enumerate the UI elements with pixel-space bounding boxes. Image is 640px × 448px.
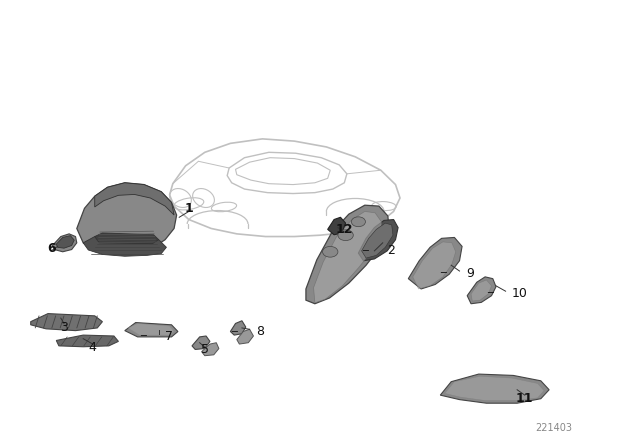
Text: 3: 3 xyxy=(60,320,68,334)
Polygon shape xyxy=(306,205,389,304)
Polygon shape xyxy=(77,183,177,254)
Text: 7: 7 xyxy=(165,329,173,343)
Polygon shape xyxy=(358,220,398,261)
Text: ─: ─ xyxy=(230,327,237,336)
Text: 6: 6 xyxy=(47,242,56,255)
Text: 4: 4 xyxy=(89,340,97,354)
Polygon shape xyxy=(95,233,159,244)
Polygon shape xyxy=(230,321,246,335)
Polygon shape xyxy=(408,237,462,289)
Polygon shape xyxy=(328,217,346,235)
Polygon shape xyxy=(83,237,166,256)
Polygon shape xyxy=(445,376,544,401)
Circle shape xyxy=(323,246,338,257)
Text: 9: 9 xyxy=(466,267,474,280)
Circle shape xyxy=(338,230,353,241)
Polygon shape xyxy=(202,343,219,356)
Text: 12: 12 xyxy=(335,223,353,236)
Text: 2: 2 xyxy=(387,244,395,258)
Polygon shape xyxy=(56,236,74,248)
Text: ─: ─ xyxy=(140,331,146,341)
Text: 8: 8 xyxy=(256,325,264,338)
Polygon shape xyxy=(52,234,77,252)
Text: 5: 5 xyxy=(201,343,209,356)
Polygon shape xyxy=(31,314,102,331)
Polygon shape xyxy=(440,374,549,403)
Text: ─: ─ xyxy=(362,246,368,256)
Polygon shape xyxy=(125,323,178,337)
Circle shape xyxy=(351,217,365,227)
Polygon shape xyxy=(413,242,456,289)
Polygon shape xyxy=(314,211,381,303)
Text: 10: 10 xyxy=(512,287,528,300)
Polygon shape xyxy=(467,277,496,304)
Polygon shape xyxy=(95,183,174,215)
Polygon shape xyxy=(128,323,174,335)
Text: 221403: 221403 xyxy=(535,423,572,433)
Polygon shape xyxy=(362,223,393,258)
Polygon shape xyxy=(237,329,253,344)
Polygon shape xyxy=(192,336,210,349)
Text: ─: ─ xyxy=(440,268,447,278)
Polygon shape xyxy=(56,335,118,347)
Polygon shape xyxy=(471,280,492,301)
Text: 11: 11 xyxy=(516,392,534,405)
Text: ─: ─ xyxy=(486,289,493,298)
Text: 1: 1 xyxy=(184,202,193,215)
